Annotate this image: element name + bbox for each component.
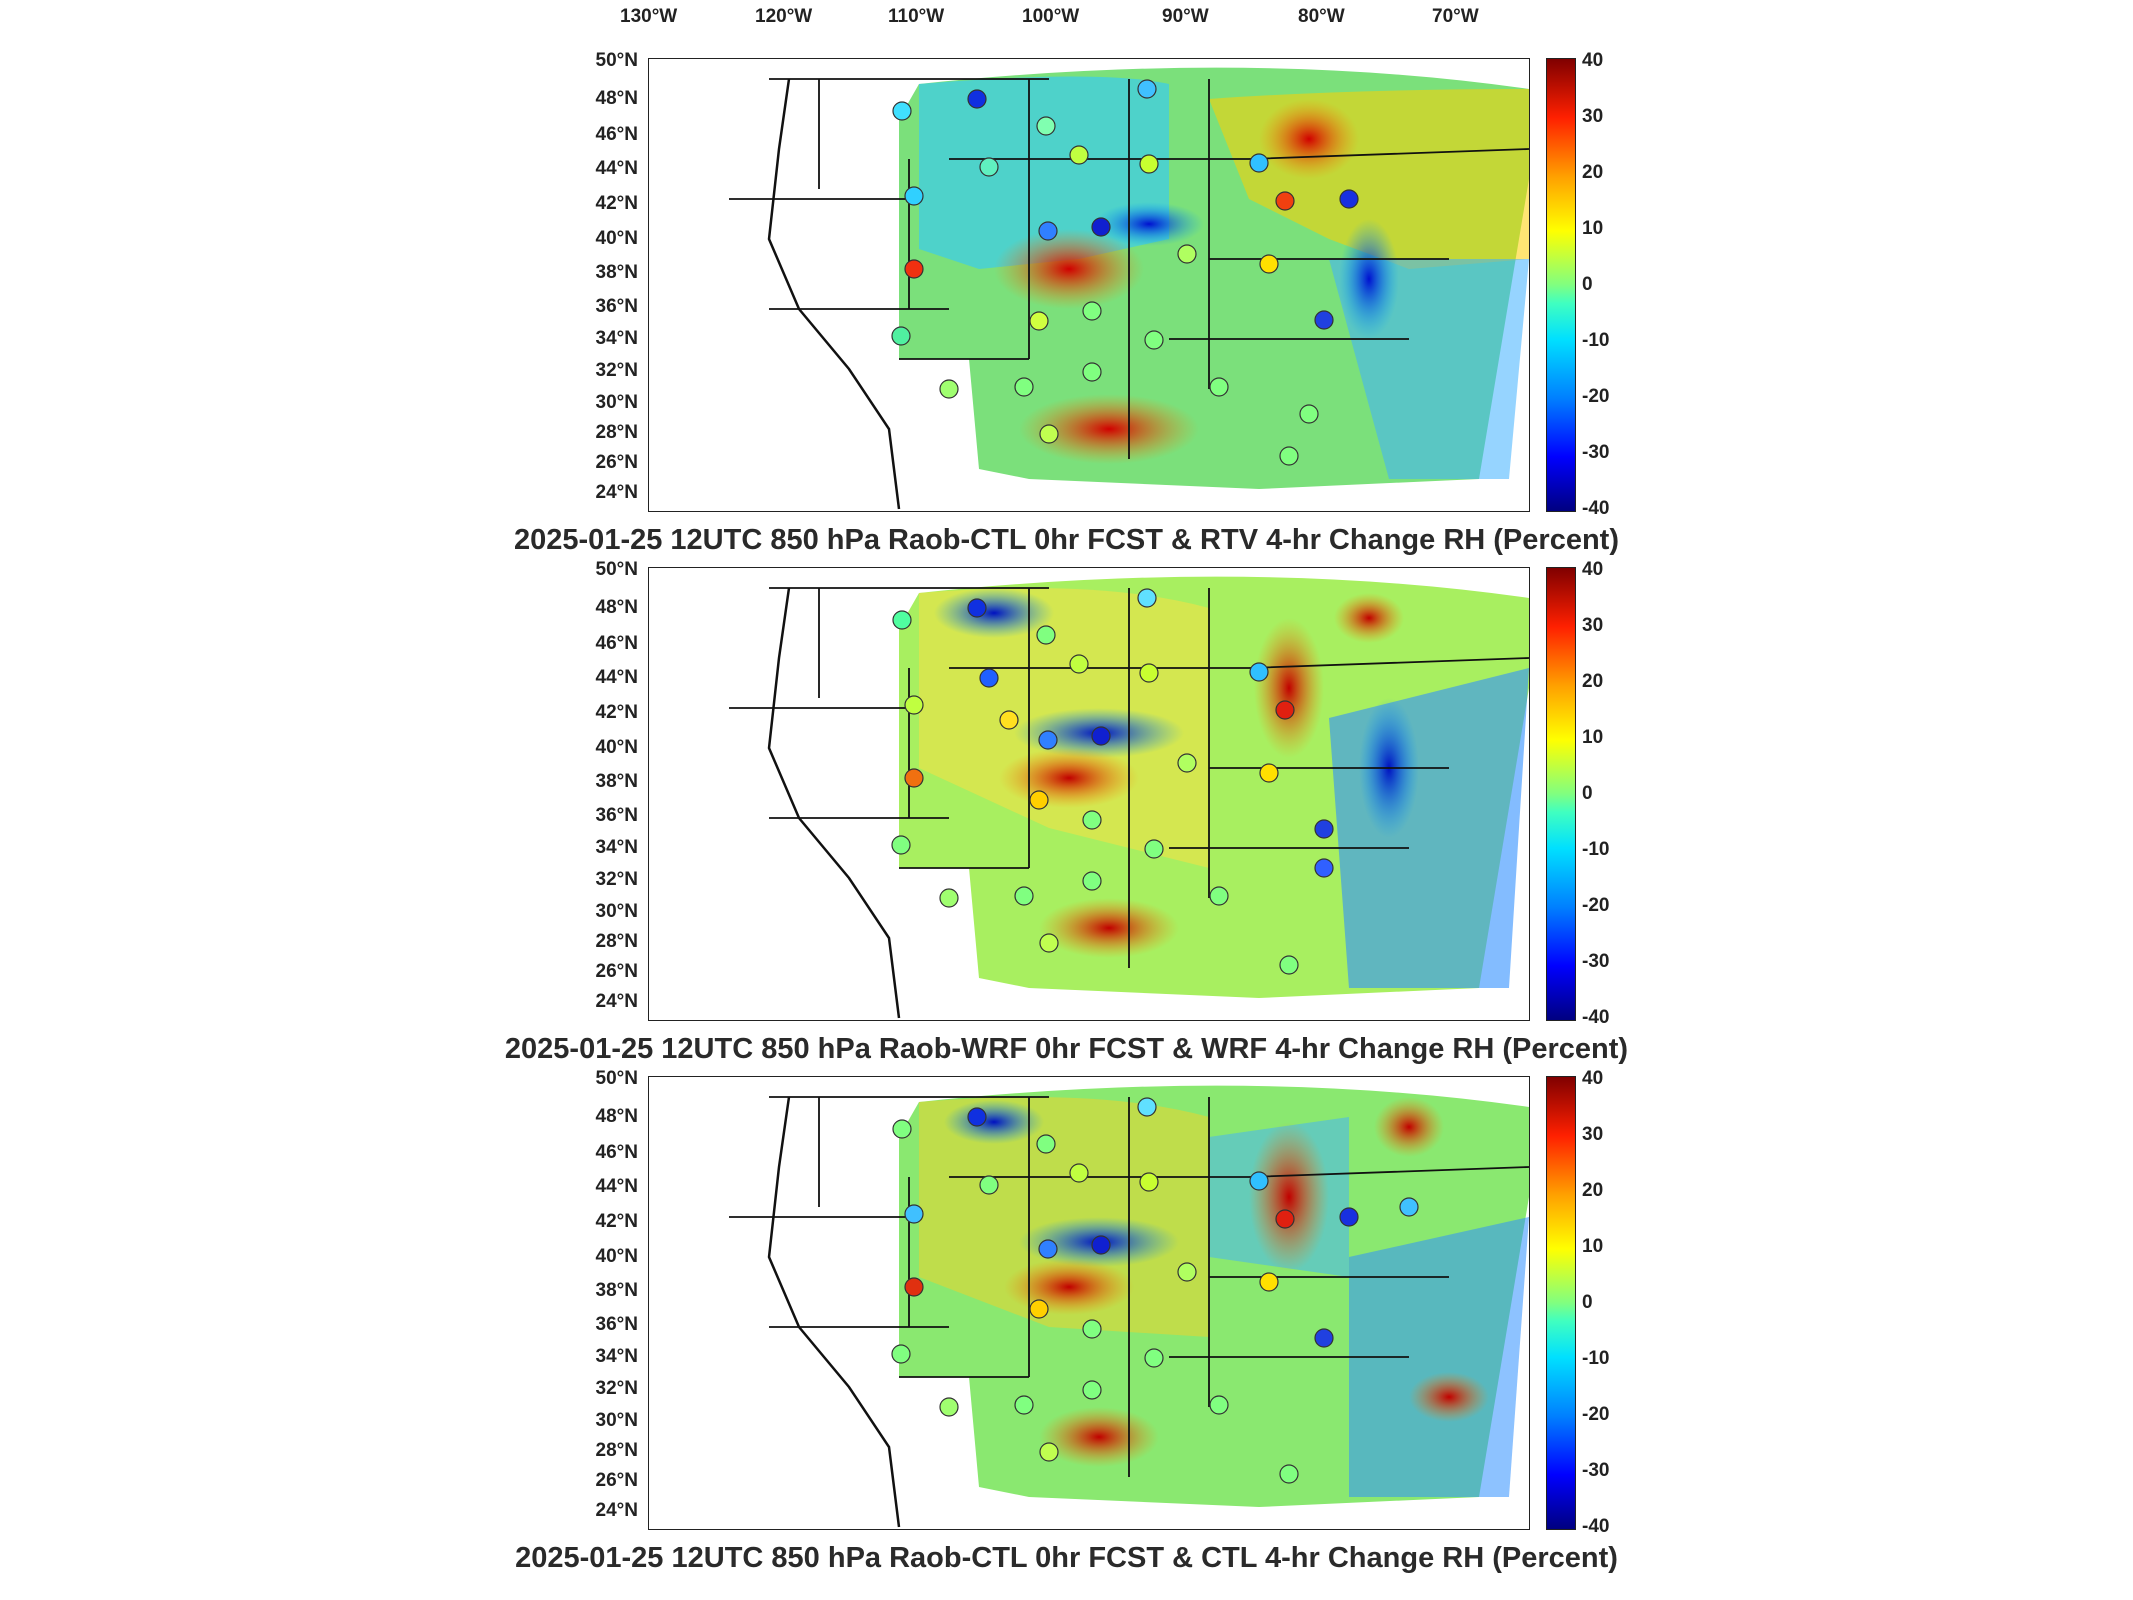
colorbar-tick-neg20: -20 xyxy=(1582,1404,1610,1425)
panel-title: 2025-01-25 12UTC 850 hPa Raob-CTL 0hr FC… xyxy=(515,1542,1618,1574)
rh-change-map xyxy=(648,58,1530,512)
lat-label: 50°N xyxy=(595,1068,638,1089)
colorbar-tick-40: 40 xyxy=(1582,50,1604,71)
lat-label: 32°N xyxy=(595,360,638,381)
lat-label: 44°N xyxy=(595,667,638,688)
lon-label-70w: 70°W xyxy=(1432,6,1479,27)
lat-label: 38°N xyxy=(595,1280,638,1301)
lon-label-100w: 100°W xyxy=(1022,6,1080,27)
lat-label: 40°N xyxy=(595,737,638,758)
lat-label: 50°N xyxy=(595,50,638,71)
map-canvas xyxy=(729,576,1529,1019)
lat-label: 38°N xyxy=(595,771,638,792)
lat-label: 32°N xyxy=(595,1378,638,1399)
colorbar xyxy=(1546,1076,1576,1530)
colorbar-tick-10: 10 xyxy=(1582,218,1604,239)
map-panel-2: 40 30 20 10 0 -10 -20 -30 -40 50°N 48°N … xyxy=(0,559,2133,1082)
colorbar xyxy=(1546,58,1576,512)
lat-label: 30°N xyxy=(595,1410,638,1431)
lon-label-130w: 130°W xyxy=(620,6,678,27)
lat-label: 46°N xyxy=(595,633,638,654)
lat-label: 46°N xyxy=(595,1142,638,1163)
lon-label-80w: 80°W xyxy=(1298,6,1345,27)
lat-label: 24°N xyxy=(595,1500,638,1521)
colorbar-tick-20: 20 xyxy=(1582,1180,1604,1201)
rh-change-map xyxy=(648,567,1530,1021)
colorbar-tick-neg30: -30 xyxy=(1582,1460,1610,1481)
colorbar-tick-0: 0 xyxy=(1582,1292,1593,1313)
colorbar xyxy=(1546,567,1576,1021)
colorbar-tick-10: 10 xyxy=(1582,1236,1604,1257)
lat-label: 42°N xyxy=(595,193,638,214)
colorbar-tick-neg10: -10 xyxy=(1582,330,1610,351)
map-panel-1: 40 30 20 10 0 -10 -20 -30 -40 50°N 48°N … xyxy=(0,50,2133,573)
map-panel-3: 40 30 20 10 0 -10 -20 -30 -40 50°N 48°N … xyxy=(0,1068,2133,1591)
lat-label: 40°N xyxy=(595,228,638,249)
lat-label: 46°N xyxy=(595,124,638,145)
colorbar-tick-40: 40 xyxy=(1582,1068,1604,1089)
lat-label: 24°N xyxy=(595,991,638,1012)
lat-label: 40°N xyxy=(595,1246,638,1267)
lat-label: 38°N xyxy=(595,262,638,283)
map-canvas xyxy=(729,1085,1529,1528)
lat-label: 30°N xyxy=(595,392,638,413)
lat-label: 24°N xyxy=(595,482,638,503)
lat-label: 44°N xyxy=(595,1176,638,1197)
colorbar-tick-0: 0 xyxy=(1582,783,1593,804)
lat-label: 28°N xyxy=(595,931,638,952)
colorbar-tick-neg30: -30 xyxy=(1582,951,1610,972)
lon-label-120w: 120°W xyxy=(755,6,813,27)
panel-title: 2025-01-25 12UTC 850 hPa Raob-CTL 0hr FC… xyxy=(514,524,1619,556)
lat-label: 34°N xyxy=(595,837,638,858)
colorbar-tick-20: 20 xyxy=(1582,671,1604,692)
lat-label: 32°N xyxy=(595,869,638,890)
lat-label: 36°N xyxy=(595,296,638,317)
colorbar-tick-20: 20 xyxy=(1582,162,1604,183)
colorbar-tick-30: 30 xyxy=(1582,615,1604,636)
lat-label: 26°N xyxy=(595,452,638,473)
colorbar-tick-30: 30 xyxy=(1582,106,1604,127)
colorbar-tick-neg40: -40 xyxy=(1582,1007,1610,1028)
lat-label: 30°N xyxy=(595,901,638,922)
lat-label: 48°N xyxy=(595,1106,638,1127)
colorbar-tick-10: 10 xyxy=(1582,727,1604,748)
lat-label: 26°N xyxy=(595,1470,638,1491)
lat-label: 44°N xyxy=(595,158,638,179)
lat-label: 48°N xyxy=(595,597,638,618)
colorbar-tick-neg20: -20 xyxy=(1582,895,1610,916)
lat-label: 36°N xyxy=(595,1314,638,1335)
lon-label-90w: 90°W xyxy=(1162,6,1209,27)
lat-label: 42°N xyxy=(595,702,638,723)
lat-label: 48°N xyxy=(595,88,638,109)
lat-label: 50°N xyxy=(595,559,638,580)
colorbar-tick-neg10: -10 xyxy=(1582,1348,1610,1369)
colorbar-tick-neg40: -40 xyxy=(1582,1516,1610,1537)
lat-label: 28°N xyxy=(595,422,638,443)
map-canvas xyxy=(729,67,1529,510)
lat-label: 34°N xyxy=(595,1346,638,1367)
rh-change-map xyxy=(648,1076,1530,1530)
lat-label: 42°N xyxy=(595,1211,638,1232)
colorbar-tick-neg10: -10 xyxy=(1582,839,1610,860)
colorbar-tick-30: 30 xyxy=(1582,1124,1604,1145)
colorbar-tick-40: 40 xyxy=(1582,559,1604,580)
colorbar-tick-neg30: -30 xyxy=(1582,442,1610,463)
lat-label: 34°N xyxy=(595,328,638,349)
lon-label-110w: 110°W xyxy=(888,6,945,27)
lat-label: 28°N xyxy=(595,1440,638,1461)
colorbar-tick-neg40: -40 xyxy=(1582,498,1610,519)
lat-label: 36°N xyxy=(595,805,638,826)
colorbar-tick-0: 0 xyxy=(1582,274,1593,295)
panel-title: 2025-01-25 12UTC 850 hPa Raob-WRF 0hr FC… xyxy=(504,1033,1629,1065)
colorbar-tick-neg20: -20 xyxy=(1582,386,1610,407)
lat-label: 26°N xyxy=(595,961,638,982)
